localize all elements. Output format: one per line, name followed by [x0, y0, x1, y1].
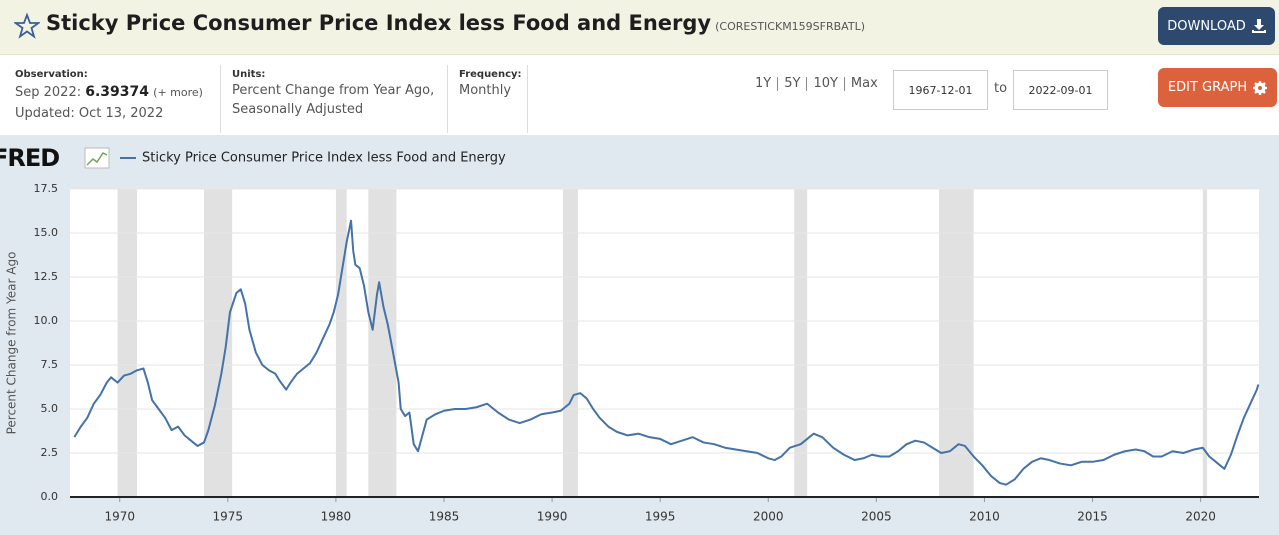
units-line: Seasonally Adjusted	[232, 102, 364, 117]
divider	[447, 65, 448, 133]
range-buttons: 1Y 5Y 10Y Max	[755, 77, 884, 91]
divider	[527, 65, 528, 133]
logo-icon	[84, 147, 110, 169]
y-tick-label: 7.5	[41, 358, 59, 371]
y-tick-label: 17.5	[34, 182, 59, 195]
x-tick-label: 2015	[1077, 510, 1108, 524]
x-tick-label: 1995	[645, 510, 676, 524]
range-button[interactable]: 5Y	[777, 77, 806, 91]
gear-icon	[1253, 80, 1268, 95]
edit-label: EDIT GRAPH	[1167, 80, 1248, 95]
download-icon	[1251, 19, 1266, 33]
series-line	[73, 219, 1260, 486]
y-tick-label: 10.0	[34, 314, 59, 327]
y-tick-label: 0.0	[41, 490, 59, 503]
download-label: DOWNLOAD	[1167, 18, 1246, 34]
units-label: Units:	[232, 69, 266, 80]
x-tick-label: 1975	[213, 510, 244, 524]
download-button[interactable]: DOWNLOAD	[1158, 7, 1275, 45]
star-icon[interactable]	[14, 13, 40, 39]
y-tick-label: 2.5	[41, 446, 59, 459]
recession-band	[794, 189, 808, 497]
start-date-input[interactable]: 1967-12-01	[893, 70, 988, 110]
units-line: Percent Change from Year Ago,	[232, 83, 435, 98]
x-tick-label: 2020	[1185, 510, 1216, 524]
range-button[interactable]: 10Y	[806, 77, 843, 91]
observation-label: Observation:	[15, 69, 88, 80]
updated: Updated: Oct 13, 2022	[15, 106, 164, 121]
x-tick-label: 2010	[969, 510, 1000, 524]
x-tick-label: 2000	[753, 510, 784, 524]
y-tick-label: 12.5	[34, 270, 59, 283]
series-id: (CORESTICKM159SFRBATL)	[715, 20, 865, 33]
y-tick-label: 15.0	[34, 226, 59, 239]
frequency-label: Frequency:	[459, 69, 522, 80]
recession-band	[1202, 189, 1208, 497]
title-text: Sticky Price Consumer Price Index less F…	[46, 11, 712, 35]
x-tick-label: 1990	[537, 510, 568, 524]
x-tick-label: 1980	[321, 510, 352, 524]
fred-logo: FRED	[0, 144, 59, 172]
frequency: Monthly	[459, 83, 512, 98]
range-button[interactable]: 1Y	[755, 76, 772, 91]
end-date-input[interactable]: 2022-09-01	[1013, 70, 1108, 110]
x-tick-label: 1970	[104, 510, 135, 524]
recession-band	[117, 189, 138, 497]
observation-value: 6.39374	[85, 84, 150, 100]
y-tick-label: 5.0	[41, 402, 59, 415]
divider	[220, 65, 221, 133]
range-button[interactable]: Max	[843, 77, 884, 91]
recession-band	[204, 189, 233, 497]
observation-date: Sep 2022:	[15, 85, 82, 100]
header: Sticky Price Consumer Price Index less F…	[0, 0, 1279, 55]
y-axis-label: Percent Change from Year Ago	[5, 252, 19, 435]
observation: Sep 2022: 6.39374 (+ more)	[15, 82, 203, 103]
x-tick-label: 1985	[429, 510, 460, 524]
recession-band	[335, 189, 347, 497]
more-link[interactable]: (+ more)	[153, 86, 203, 99]
legend-label: Sticky Price Consumer Price Index less F…	[142, 151, 506, 166]
x-tick-label: 2005	[861, 510, 892, 524]
page-title: Sticky Price Consumer Price Index less F…	[46, 11, 865, 35]
recession-band	[562, 189, 579, 497]
chart: FRED Sticky Price Consumer Price Index l…	[0, 135, 1279, 535]
edit-graph-button[interactable]: EDIT GRAPH	[1158, 68, 1277, 107]
to-label: to	[994, 81, 1008, 96]
plot-area	[70, 189, 1259, 497]
